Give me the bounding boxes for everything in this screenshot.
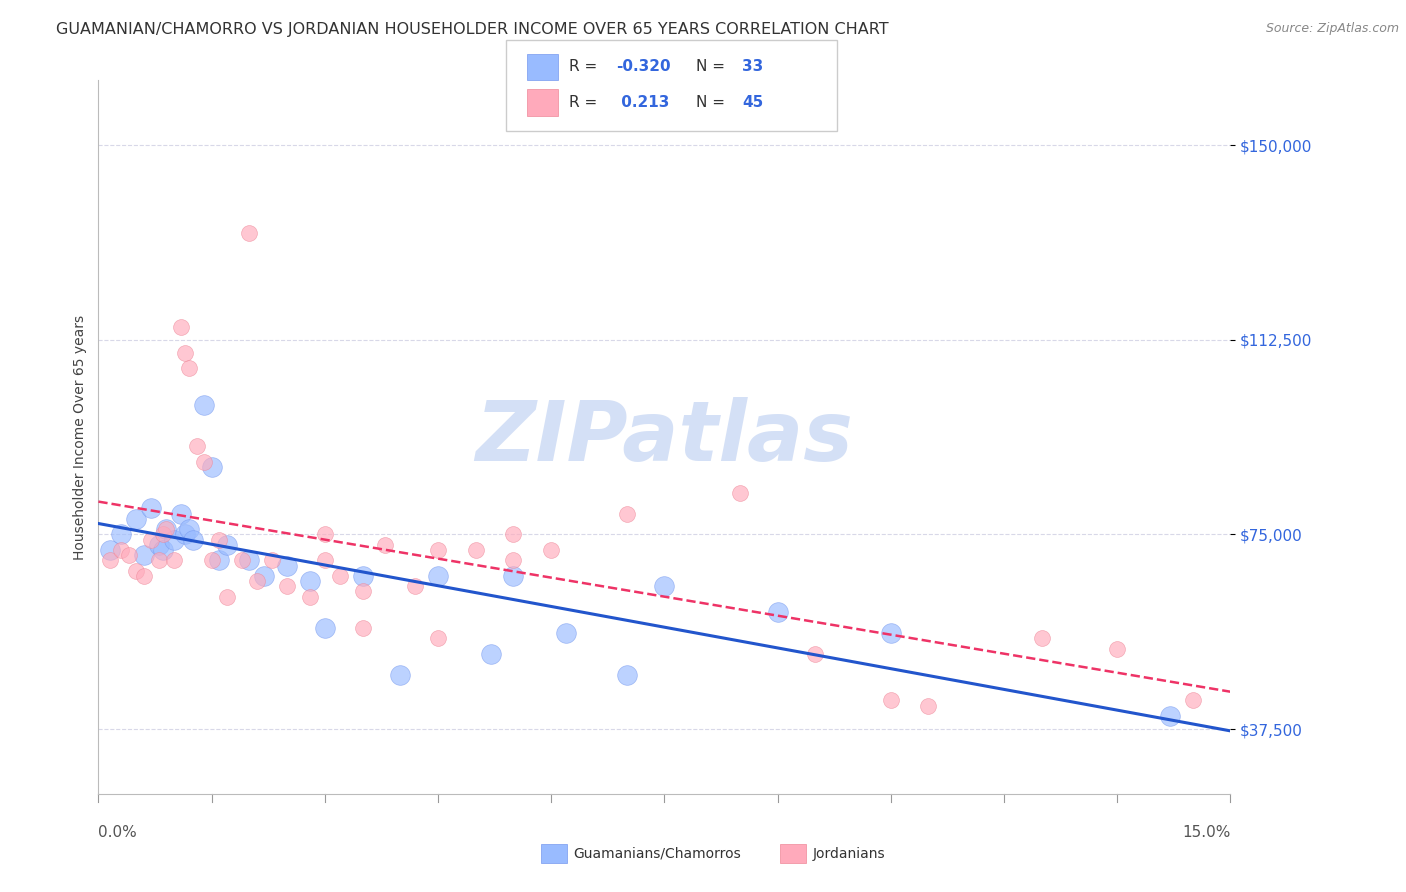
Point [427, 569, 450, 583]
Text: N =: N = [696, 95, 730, 110]
Point [555, 626, 578, 640]
Text: R =: R = [569, 59, 603, 73]
Point [201, 553, 224, 567]
Point [502, 553, 524, 567]
Text: ZIPatlas: ZIPatlas [475, 397, 853, 477]
Point [152, 527, 174, 541]
Point [193, 455, 215, 469]
Text: 33: 33 [742, 59, 763, 73]
Point [186, 439, 208, 453]
Text: 0.213: 0.213 [616, 95, 669, 110]
Text: R =: R = [569, 95, 603, 110]
Point [170, 319, 193, 334]
Point [616, 667, 638, 681]
Point [174, 527, 197, 541]
Y-axis label: Householder Income Over 65 years: Householder Income Over 65 years [73, 315, 87, 559]
Point [314, 553, 336, 567]
Point [352, 569, 374, 583]
Point [125, 512, 148, 526]
Point [148, 538, 170, 552]
Point [880, 626, 903, 640]
Point [1181, 693, 1204, 707]
Point [132, 548, 155, 562]
Point [163, 553, 186, 567]
Point [766, 605, 789, 619]
Point [170, 507, 193, 521]
Point [152, 543, 174, 558]
Point [246, 574, 269, 588]
Point [208, 533, 231, 547]
Point [155, 522, 177, 536]
Point [98, 553, 121, 567]
Point [125, 564, 148, 578]
Point [479, 647, 502, 661]
Text: GUAMANIAN/CHAMORRO VS JORDANIAN HOUSEHOLDER INCOME OVER 65 YEARS CORRELATION CHA: GUAMANIAN/CHAMORRO VS JORDANIAN HOUSEHOL… [56, 22, 889, 37]
Point [502, 569, 524, 583]
Point [804, 647, 827, 661]
Point [314, 621, 336, 635]
Point [404, 579, 426, 593]
Point [155, 522, 177, 536]
Point [616, 507, 638, 521]
Point [329, 569, 352, 583]
Point [132, 569, 155, 583]
Point [110, 543, 132, 558]
Point [201, 459, 224, 474]
Text: -0.320: -0.320 [616, 59, 671, 73]
Point [352, 584, 374, 599]
Point [314, 527, 336, 541]
Point [298, 590, 321, 604]
Point [260, 553, 283, 567]
Point [238, 553, 260, 567]
Point [181, 533, 204, 547]
Point [148, 553, 170, 567]
Point [464, 543, 486, 558]
Point [728, 486, 751, 500]
Point [427, 543, 450, 558]
Point [174, 345, 197, 359]
Point [1159, 709, 1181, 723]
Point [880, 693, 903, 707]
Point [238, 227, 260, 241]
Point [427, 631, 450, 645]
Text: 15.0%: 15.0% [1182, 825, 1230, 840]
Text: Jordanians: Jordanians [813, 847, 886, 861]
Text: Guamanians/Chamorros: Guamanians/Chamorros [574, 847, 741, 861]
Text: 0.0%: 0.0% [98, 825, 138, 840]
Point [110, 527, 132, 541]
Point [1031, 631, 1053, 645]
Point [141, 533, 163, 547]
Point [253, 569, 276, 583]
Point [231, 553, 253, 567]
Point [276, 579, 298, 593]
Point [540, 543, 562, 558]
Point [917, 698, 939, 713]
Point [374, 538, 396, 552]
Point [502, 527, 524, 541]
Point [215, 590, 238, 604]
Point [163, 533, 186, 547]
Text: N =: N = [696, 59, 730, 73]
Point [1107, 641, 1129, 656]
Point [652, 579, 676, 593]
Point [177, 522, 200, 536]
Text: Source: ZipAtlas.com: Source: ZipAtlas.com [1265, 22, 1399, 36]
Point [177, 361, 200, 376]
Point [98, 543, 121, 558]
Point [389, 667, 412, 681]
Point [298, 574, 321, 588]
Point [141, 501, 163, 516]
Point [117, 548, 139, 562]
Point [276, 558, 298, 573]
Point [215, 538, 238, 552]
Text: 45: 45 [742, 95, 763, 110]
Point [208, 553, 231, 567]
Point [352, 621, 374, 635]
Point [193, 398, 215, 412]
